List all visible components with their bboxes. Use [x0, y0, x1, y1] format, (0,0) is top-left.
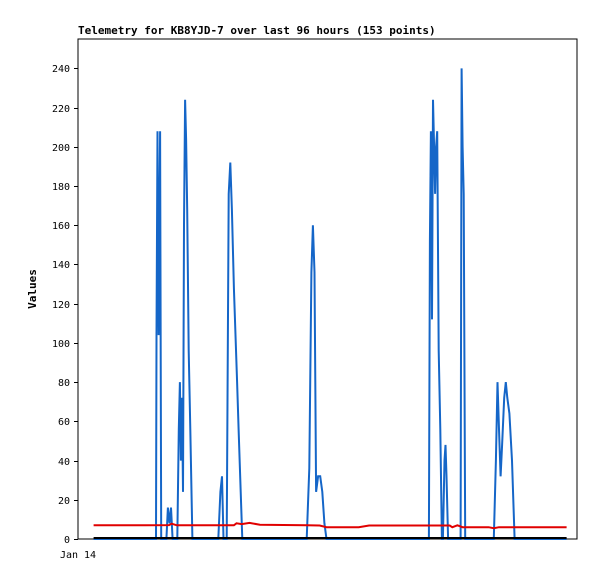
x-tick-label: Jan 14: [60, 550, 96, 561]
y-axis-label: Values: [26, 269, 39, 309]
y-tick-label: 40: [58, 457, 70, 468]
y-tick-label: 200: [52, 143, 70, 154]
y-tick-label: 160: [52, 221, 70, 232]
y-tick-label: 180: [52, 182, 70, 193]
y-tick-label: 220: [52, 104, 70, 115]
y-tick-label: 100: [52, 339, 70, 350]
y-tick-label: 0: [64, 535, 70, 546]
chart-title: Telemetry for KB8YJD-7 over last 96 hour…: [78, 24, 436, 37]
y-tick-label: 60: [58, 417, 70, 428]
y-tick-label: 80: [58, 378, 70, 389]
y-tick-label: 120: [52, 300, 70, 311]
series-line-1: [93, 68, 567, 540]
y-tick-label: 20: [58, 496, 70, 507]
plot-area: 0 20 40 60 80 100 120 140 160 180 200 220 240 Jan 14: [52, 38, 578, 561]
series-line-2: [93, 521, 567, 530]
y-tick-label: 240: [52, 64, 70, 75]
y-tick-label: 140: [52, 260, 70, 271]
